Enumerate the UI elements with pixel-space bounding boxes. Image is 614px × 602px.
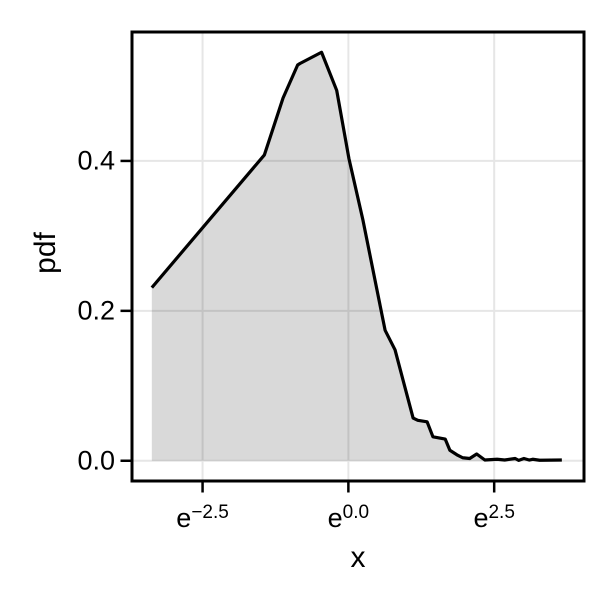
plot-frame <box>130 30 586 483</box>
y-axis-label: pdf <box>29 232 62 274</box>
y-tick-label-1: 0.2 <box>77 295 115 326</box>
x-tick-label-0: e−2.5 <box>176 502 229 533</box>
y-tick-label-0: 0.0 <box>77 445 115 476</box>
density-area <box>151 52 562 461</box>
x-axis-label: x <box>350 541 366 574</box>
density-line <box>150 50 562 462</box>
y-tick-label-2: 0.4 <box>77 145 115 176</box>
x-tick-label-2: e2.5 <box>473 502 515 533</box>
x-tick-label-1: e0.0 <box>327 502 370 533</box>
